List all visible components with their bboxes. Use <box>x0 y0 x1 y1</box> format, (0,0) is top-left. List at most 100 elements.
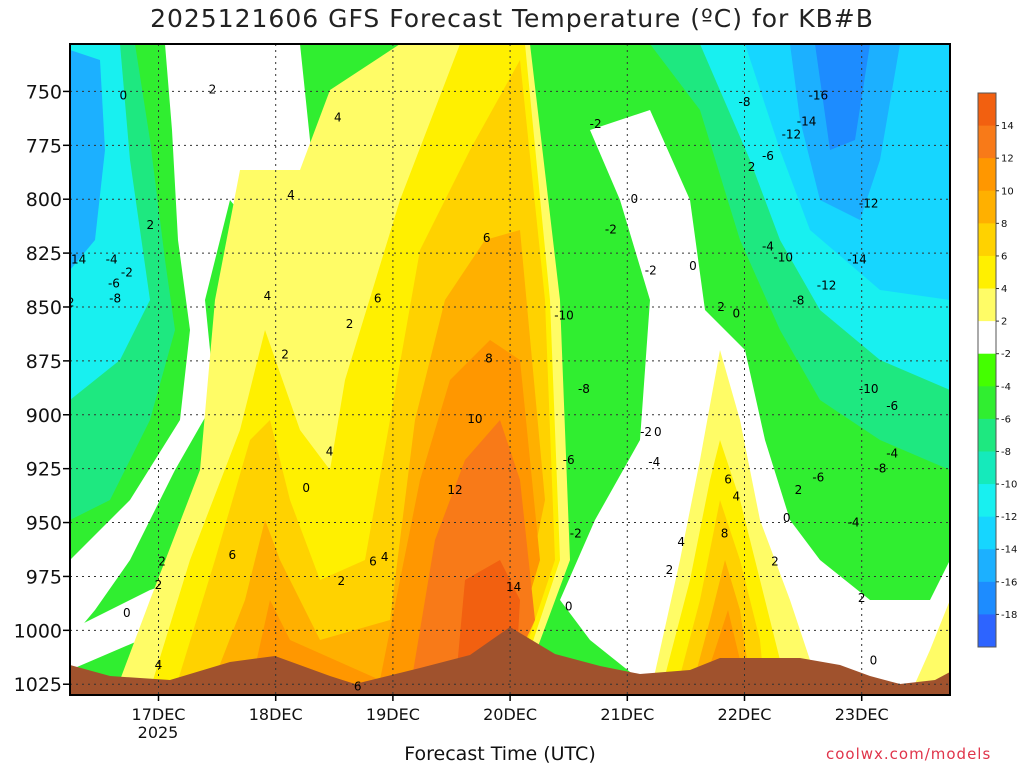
contour-label: -4 <box>848 516 860 530</box>
band-right-edge-warm <box>910 600 950 695</box>
contour-label: -2 <box>645 263 657 277</box>
contour-label: 0 <box>631 192 639 206</box>
contour-label: 0 <box>689 259 697 273</box>
contour-label: -8 <box>578 382 590 396</box>
contour-label: 6 <box>374 291 382 305</box>
colorbar-swatch <box>978 418 996 452</box>
contour-label: 6 <box>483 231 491 245</box>
colorbar-label: -14 <box>1001 545 1017 556</box>
contour-label: -12 <box>817 278 837 292</box>
contour-label: -4 <box>106 253 118 267</box>
colorbar-swatch <box>978 223 996 257</box>
colorbar-label: 2 <box>1001 317 1007 328</box>
contour-label: 0 <box>732 306 740 320</box>
contour-label: 8 <box>721 526 729 540</box>
x-tick-label: 20DEC <box>483 705 537 724</box>
y-axis: 750 775 800 825 850 875 900 925 950 975 1000 1025 <box>14 81 70 696</box>
contour-label: 6 <box>369 554 377 568</box>
contour-label: -2 <box>605 222 617 236</box>
contour-label: -8 <box>109 291 121 305</box>
y-tick-label: 800 <box>26 189 62 211</box>
contour-label: 2 <box>771 554 779 568</box>
colorbar-swatch <box>978 614 996 648</box>
contour-label: -10 <box>859 382 879 396</box>
colorbar-swatch <box>978 484 996 518</box>
contour-label: -2 <box>570 526 582 540</box>
colorbar-label: -12 <box>1001 512 1017 523</box>
x-tick-label: 21DEC <box>600 705 654 724</box>
contour-label: 0 <box>565 600 573 614</box>
colorbar-swatch <box>978 451 996 485</box>
contour-label: -4 <box>762 240 774 254</box>
colorbar: 14 12 10 8 6 4 2 -2 -4 -6 -8 -10 -12 -14 -16 -18 <box>977 92 1017 648</box>
x-tick-label: 18DEC <box>249 705 303 724</box>
contour-label: -12 <box>782 128 802 142</box>
y-tick-label: 950 <box>26 513 62 535</box>
contour-label: 0 <box>654 425 662 439</box>
contour-label: 4 <box>326 444 334 458</box>
contour-label: -6 <box>108 276 120 290</box>
x-axis-title: Forecast Time (UTC) <box>404 743 596 765</box>
contour-label: 2 <box>858 591 866 605</box>
y-tick-label: 775 <box>26 135 62 157</box>
colorbar-swatch <box>978 190 996 224</box>
contour-label: 0 <box>120 89 128 103</box>
contour-label: 10 <box>467 412 482 426</box>
contour-label: 6 <box>229 548 237 562</box>
contour-label: 2 <box>146 218 154 232</box>
colorbar-swatch <box>978 288 996 322</box>
colorbar-label: 8 <box>1001 219 1007 230</box>
contour-label: 0 <box>870 654 878 668</box>
x-year-label: 2025 <box>138 723 179 742</box>
colorbar-swatch <box>978 321 996 355</box>
contour-label: 2 <box>717 300 725 314</box>
contour-label: -6 <box>886 399 898 413</box>
gridlines <box>70 44 950 695</box>
contour-label: 12 <box>447 483 462 497</box>
colorbar-label: 6 <box>1001 251 1007 262</box>
contour-label: -14 <box>847 253 867 267</box>
terrain <box>70 627 950 695</box>
contour-label: -2 <box>590 117 602 131</box>
y-tick-label: 875 <box>26 351 62 373</box>
colorbar-swatch <box>978 549 996 583</box>
y-tick-label: 750 <box>26 81 62 103</box>
y-tick-label: 975 <box>26 566 62 588</box>
colorbar-swatch <box>978 386 996 420</box>
band-west-blue <box>70 50 105 270</box>
x-tick-label: 17DEC <box>132 705 186 724</box>
contour-label: 2 <box>748 160 756 174</box>
contour-label: 2 <box>209 82 217 96</box>
contour-label: 0 <box>302 481 310 495</box>
x-tick-label: 22DEC <box>718 705 772 724</box>
contour-label: -10 <box>554 309 574 323</box>
contour-label: -12 <box>55 296 75 310</box>
credit-link[interactable]: coolwx.com/models <box>826 745 992 763</box>
colorbar-label: 4 <box>1001 284 1007 295</box>
y-tick-label: 900 <box>26 405 62 427</box>
contour-label: -12 <box>859 197 879 211</box>
band-east-deepblue <box>815 44 870 150</box>
contour-label: 4 <box>677 535 685 549</box>
contour-label: -6 <box>812 470 824 484</box>
contour-label: -10 <box>773 250 793 264</box>
chart-title: 2025121606 GFS Forecast Temperature (ºC)… <box>150 4 874 33</box>
colorbar-label: -10 <box>1001 480 1017 491</box>
colorbar-label: 14 <box>1001 121 1014 132</box>
y-tick-label: 925 <box>26 459 62 481</box>
contour-label: 2 <box>346 317 354 331</box>
x-axis: 17DEC 18DEC 19DEC 20DEC 21DEC 22DEC 23DEC <box>132 695 889 724</box>
colorbar-frame <box>977 92 997 648</box>
colorbar-label: -16 <box>1001 577 1017 588</box>
contour-label: 2 <box>338 574 346 588</box>
contour-label: 2 <box>281 347 289 361</box>
colorbar-label: -2 <box>1001 349 1011 360</box>
colorbar-swatch <box>978 93 996 127</box>
y-tick-label: 1000 <box>14 620 62 642</box>
contour-label: -4 <box>886 447 898 461</box>
colorbar-label: -6 <box>1001 414 1011 425</box>
colorbar-label: -4 <box>1001 382 1011 393</box>
contour-label: 6 <box>354 679 362 693</box>
contour-label: -2 <box>121 265 133 279</box>
